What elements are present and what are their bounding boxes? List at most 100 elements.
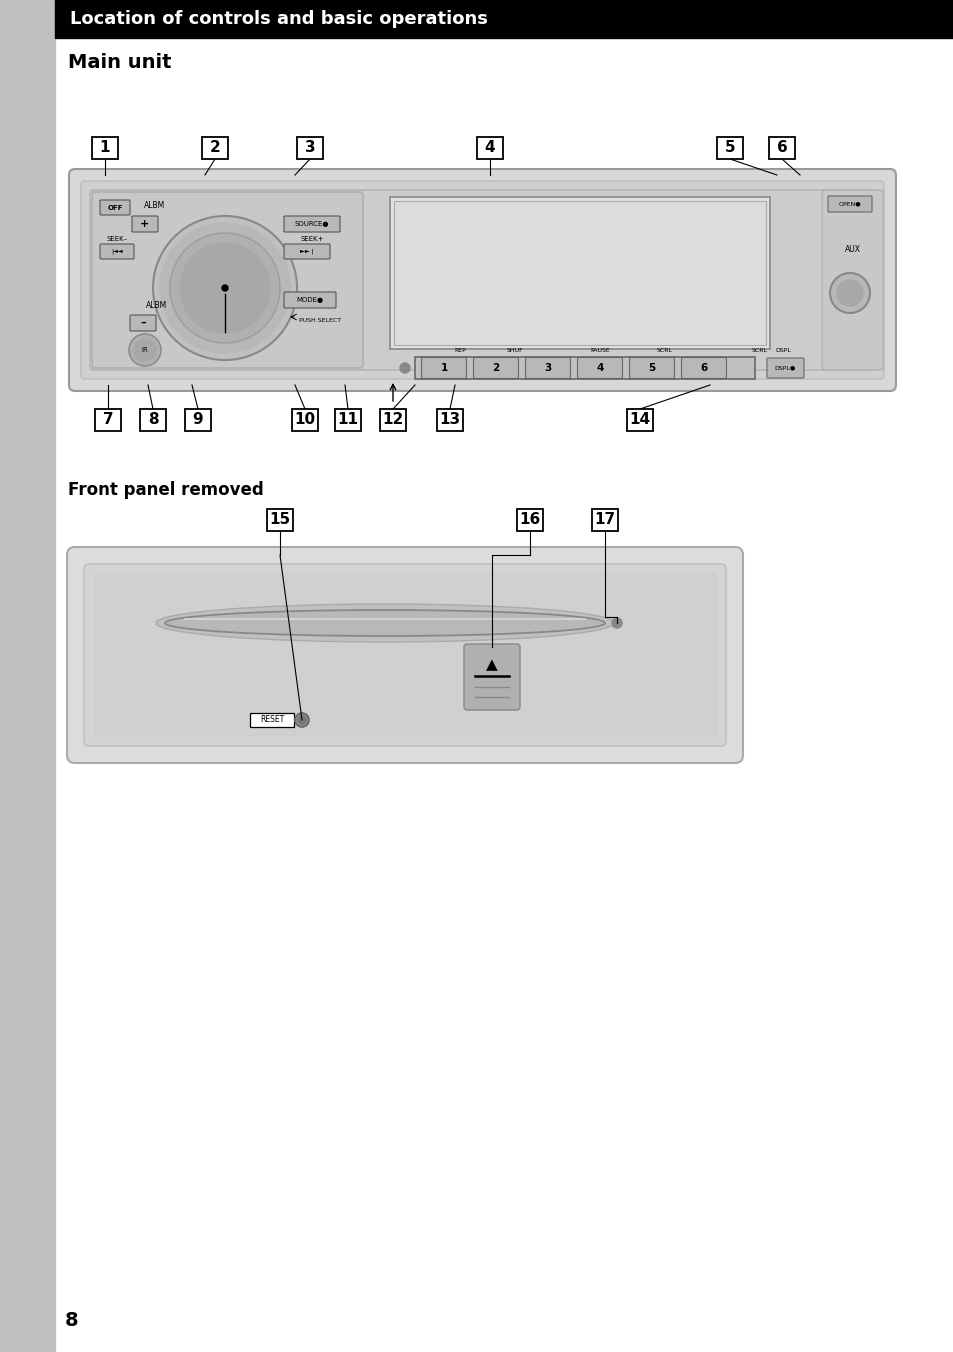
Text: SHUF: SHUF — [506, 347, 523, 353]
Circle shape — [829, 273, 869, 314]
Text: 2: 2 — [210, 141, 220, 155]
FancyBboxPatch shape — [284, 292, 335, 308]
FancyBboxPatch shape — [69, 169, 895, 391]
FancyBboxPatch shape — [84, 564, 725, 746]
Bar — [267, 508, 293, 531]
Circle shape — [222, 285, 228, 291]
Text: 16: 16 — [518, 512, 540, 527]
Bar — [335, 410, 360, 431]
Text: SEEK–: SEEK– — [107, 237, 128, 242]
FancyBboxPatch shape — [132, 216, 158, 233]
Text: MODE●: MODE● — [296, 297, 323, 303]
Bar — [768, 137, 794, 160]
Text: Location of controls and basic operations: Location of controls and basic operation… — [70, 9, 487, 28]
Ellipse shape — [165, 610, 604, 635]
Text: ►► |: ►► | — [300, 249, 314, 254]
Text: Main unit: Main unit — [68, 54, 172, 73]
Text: 2: 2 — [492, 362, 499, 373]
FancyBboxPatch shape — [100, 243, 133, 260]
Text: Front panel removed: Front panel removed — [68, 481, 263, 499]
Circle shape — [129, 334, 161, 366]
Circle shape — [836, 280, 862, 306]
Text: 7: 7 — [103, 412, 113, 427]
FancyBboxPatch shape — [94, 575, 716, 735]
Circle shape — [160, 223, 290, 353]
Bar — [250, 713, 294, 727]
Bar — [517, 508, 542, 531]
Text: IR: IR — [141, 347, 149, 353]
Text: 4: 4 — [596, 362, 603, 373]
Text: 8: 8 — [148, 412, 158, 427]
Text: 1: 1 — [100, 141, 111, 155]
Bar — [390, 197, 769, 349]
Text: 10: 10 — [294, 412, 315, 427]
FancyBboxPatch shape — [284, 243, 330, 260]
FancyBboxPatch shape — [577, 357, 622, 379]
Circle shape — [297, 717, 306, 725]
Text: 5: 5 — [724, 141, 735, 155]
Circle shape — [399, 362, 410, 373]
Bar — [0, 0, 55, 1352]
Text: SCRL: SCRL — [657, 347, 672, 353]
FancyBboxPatch shape — [91, 192, 363, 368]
FancyBboxPatch shape — [629, 357, 674, 379]
Text: AUX: AUX — [844, 246, 861, 254]
Text: 9: 9 — [193, 412, 203, 427]
Text: 4: 4 — [484, 141, 495, 155]
FancyBboxPatch shape — [90, 191, 874, 370]
Circle shape — [612, 618, 621, 627]
Bar — [626, 410, 652, 431]
Ellipse shape — [156, 604, 614, 642]
Bar — [55, 0, 953, 38]
FancyBboxPatch shape — [827, 196, 871, 212]
Text: SOURCE●: SOURCE● — [294, 220, 329, 227]
Text: 3: 3 — [544, 362, 551, 373]
Text: ALBM: ALBM — [144, 201, 166, 211]
Text: 12: 12 — [382, 412, 403, 427]
Bar — [476, 137, 502, 160]
FancyBboxPatch shape — [284, 216, 339, 233]
FancyBboxPatch shape — [130, 315, 156, 331]
FancyBboxPatch shape — [821, 191, 882, 370]
Text: –: – — [140, 318, 146, 329]
FancyBboxPatch shape — [473, 357, 518, 379]
Text: 6: 6 — [776, 141, 786, 155]
Circle shape — [294, 713, 309, 727]
Circle shape — [180, 243, 270, 333]
Bar — [592, 508, 618, 531]
Text: OFF: OFF — [107, 204, 123, 211]
Text: RESET: RESET — [259, 715, 284, 725]
Text: 14: 14 — [629, 412, 650, 427]
Bar — [292, 410, 317, 431]
Bar — [185, 410, 211, 431]
FancyBboxPatch shape — [67, 548, 742, 763]
Text: 13: 13 — [439, 412, 460, 427]
FancyBboxPatch shape — [100, 200, 130, 215]
Bar — [717, 137, 742, 160]
Text: 15: 15 — [269, 512, 291, 527]
FancyBboxPatch shape — [463, 644, 519, 710]
Text: ▲: ▲ — [486, 657, 497, 672]
Circle shape — [170, 233, 280, 343]
Bar — [436, 410, 462, 431]
FancyBboxPatch shape — [525, 357, 570, 379]
Bar — [202, 137, 228, 160]
Bar — [296, 137, 323, 160]
Text: REP: REP — [454, 347, 465, 353]
Circle shape — [152, 216, 296, 360]
Text: 1: 1 — [440, 362, 447, 373]
Circle shape — [133, 339, 156, 361]
Text: SEEK+: SEEK+ — [300, 237, 323, 242]
Text: PAUSE: PAUSE — [590, 347, 609, 353]
Bar — [379, 410, 406, 431]
Bar — [394, 201, 765, 345]
Text: 6: 6 — [700, 362, 707, 373]
FancyBboxPatch shape — [766, 358, 803, 379]
Text: PUSH SELECT: PUSH SELECT — [298, 319, 341, 323]
FancyBboxPatch shape — [421, 357, 466, 379]
Bar — [415, 357, 754, 379]
Text: 17: 17 — [594, 512, 615, 527]
Text: DSPL: DSPL — [774, 347, 790, 353]
FancyBboxPatch shape — [680, 357, 726, 379]
Text: OPEN●: OPEN● — [838, 201, 861, 207]
